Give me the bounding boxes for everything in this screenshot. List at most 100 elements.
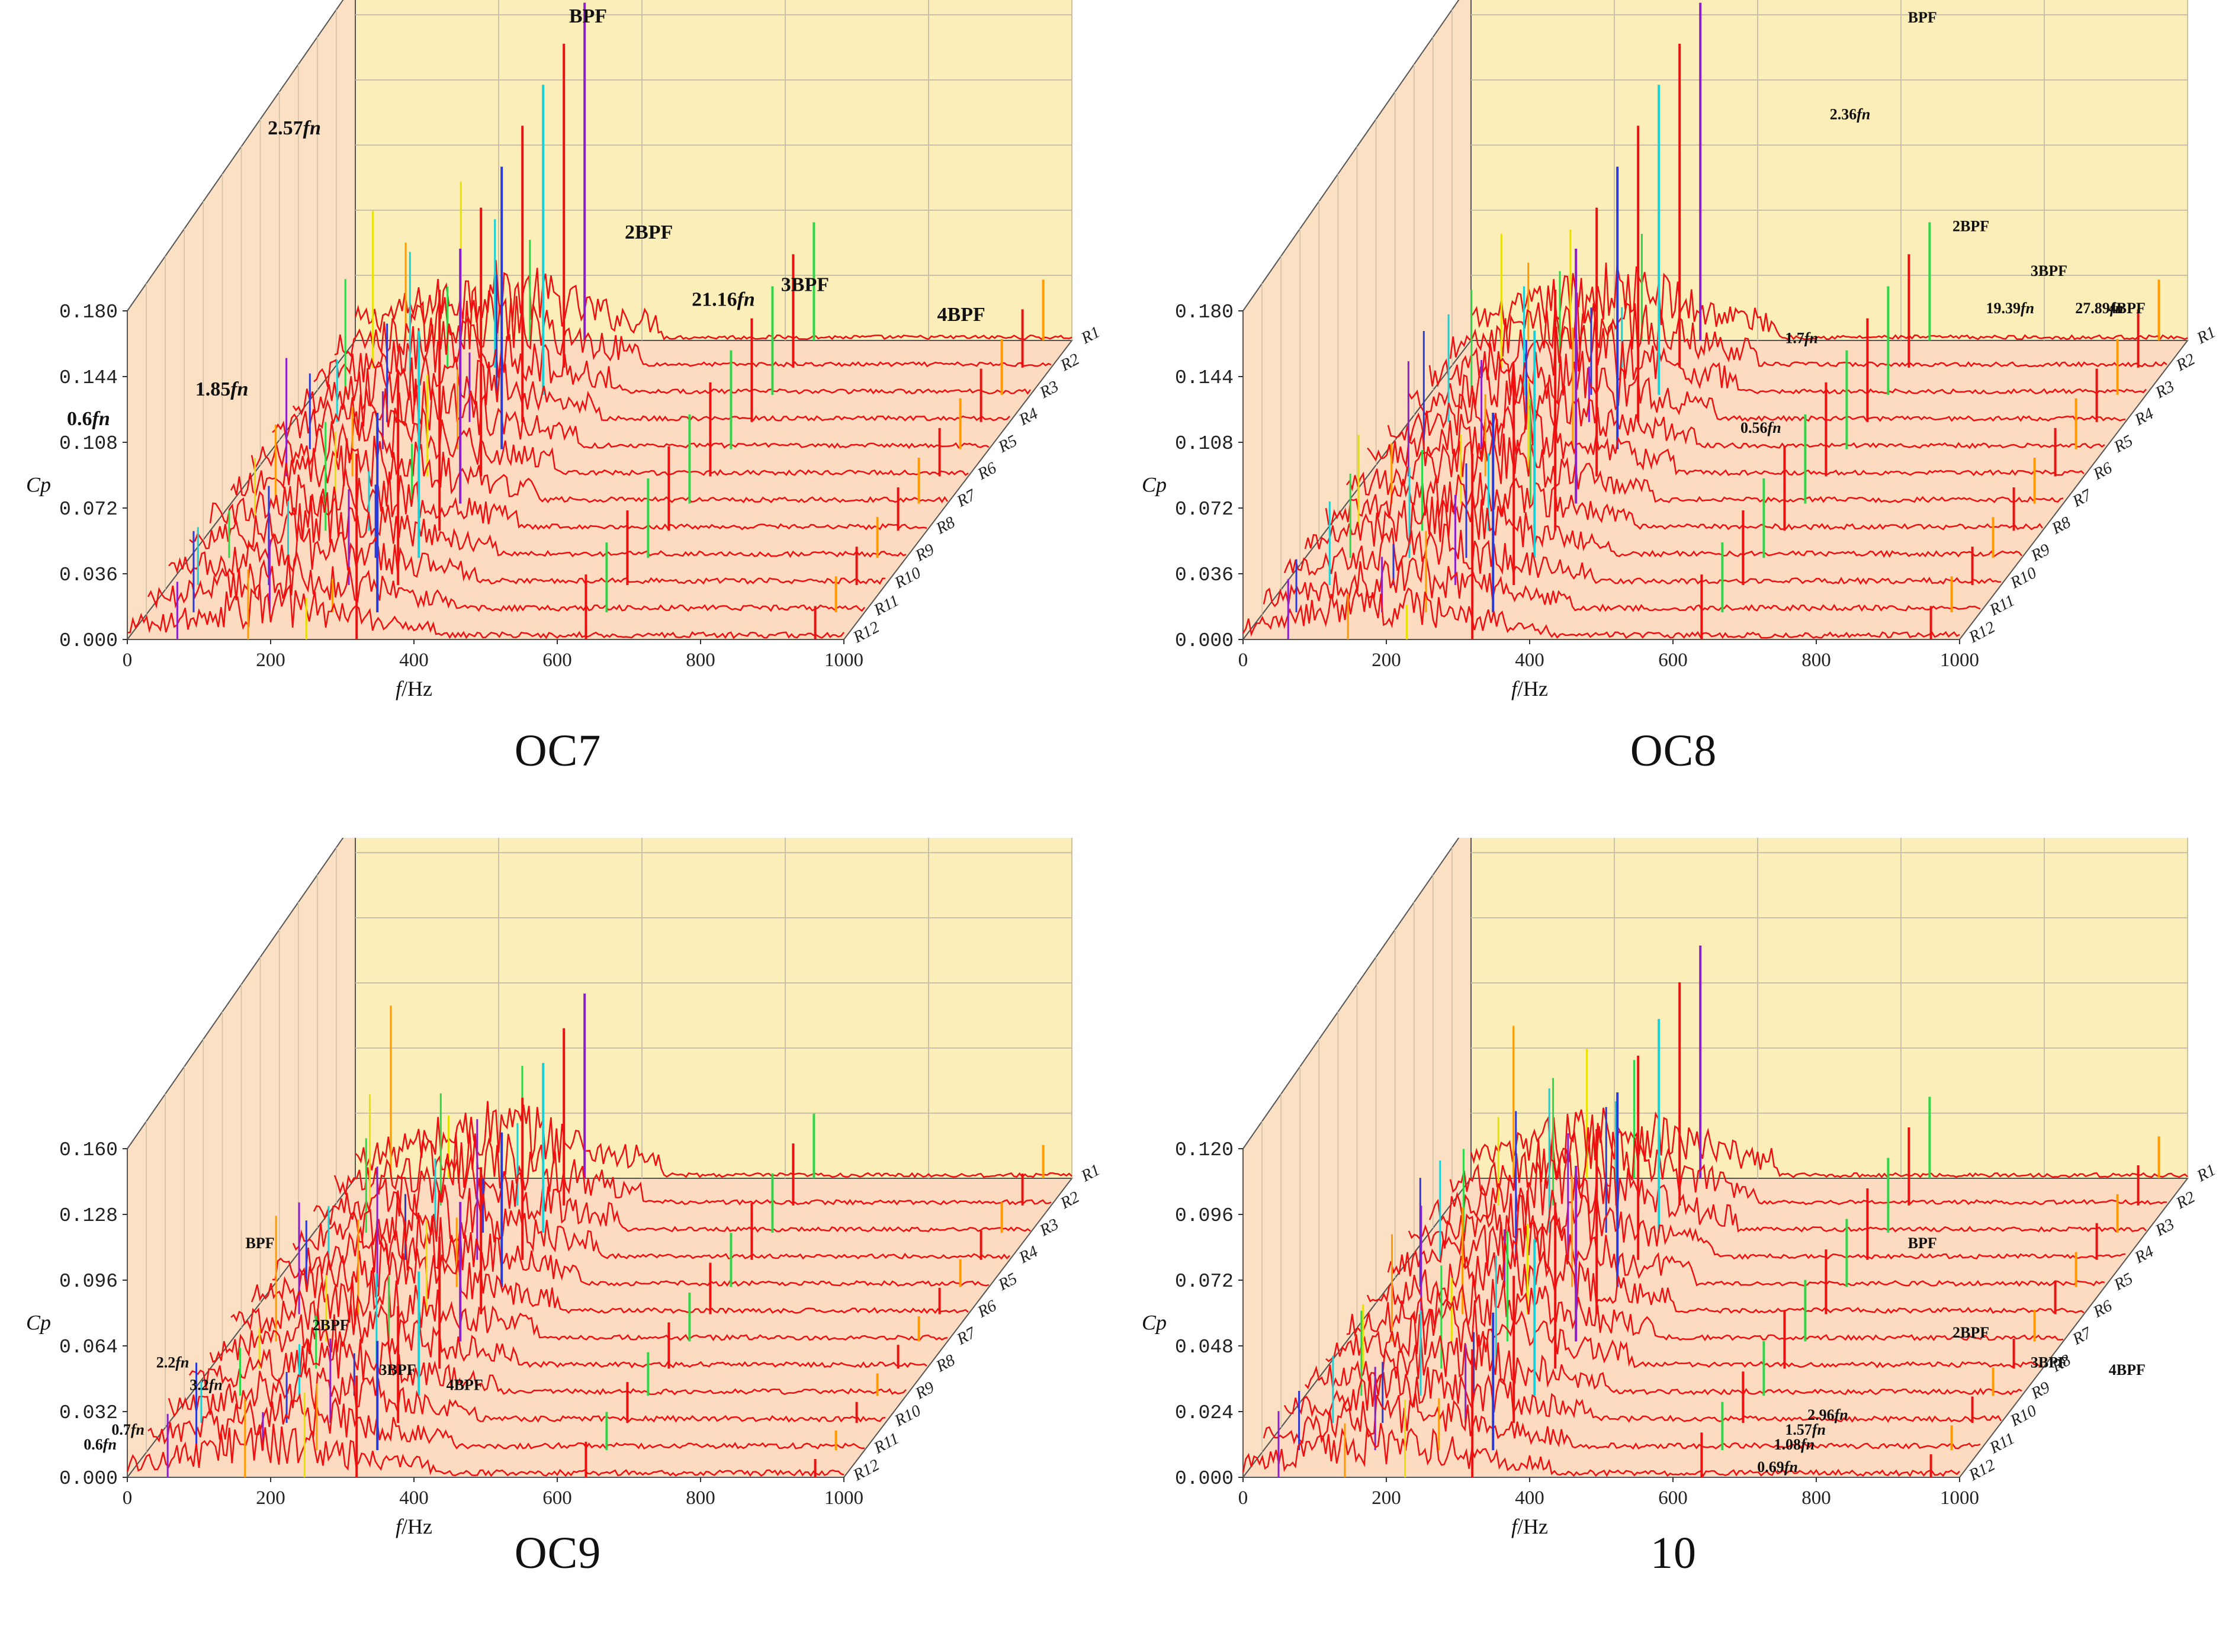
y-tick-label: 0.024 <box>1175 1402 1234 1424</box>
annotation-label: 4BPF <box>2109 300 2146 317</box>
x-tick-label: 400 <box>399 650 429 671</box>
row-spectrum-R12 <box>1242 1423 1960 1477</box>
row-spectrum-R2 <box>1449 293 2167 368</box>
row-label-R1: R1 <box>2194 323 2219 348</box>
row-spectrum-R5 <box>1387 1214 2105 1287</box>
y-tick-label: 0.144 <box>1175 367 1234 389</box>
x-tick-label: 800 <box>686 1487 715 1509</box>
caption-oc8: OC8 <box>1630 726 1717 776</box>
y-tick-label: 0.128 <box>59 1205 118 1227</box>
annotation-label: 2.36fn <box>1830 106 1871 123</box>
waterfall-svg-oc9: 0.000 0.032 0.064 0.096 0.128 0.160 0 200 400 600… <box>26 838 1103 1538</box>
row-spectrum-R9 <box>1305 1335 2022 1396</box>
y-tick-label: 0.036 <box>1175 564 1234 586</box>
row-spectrum-R10 <box>168 1362 886 1423</box>
row-spectrum-R12 <box>1242 587 1960 639</box>
row-spectrum-R11 <box>147 551 865 612</box>
x-tick-label: 200 <box>1372 1487 1401 1509</box>
row-spectrum-R4 <box>1408 351 2126 422</box>
waterfall-svg-oc7: 0.000 0.036 0.072 0.108 0.144 0.180 0 200 400 600… <box>26 0 1103 700</box>
annotation-label: 21.16fn <box>692 289 755 311</box>
x-axis-title: f/Hz <box>396 1515 432 1538</box>
y-tick-label: 0.000 <box>1175 1468 1234 1490</box>
annotation-label: 2BPF <box>313 1317 349 1334</box>
frame-oc9: 0.000 0.032 0.064 0.096 0.128 0.160 0 200 400 600… <box>26 838 1074 1538</box>
annotation-label: 3.2fn <box>190 1376 223 1393</box>
x-tick-label: 600 <box>1658 650 1688 671</box>
y-tick-label: 0.160 <box>59 1139 118 1161</box>
x-tick-label: 800 <box>1801 650 1831 671</box>
row-spectrum-R6 <box>251 407 969 477</box>
y-tick-label: 0.000 <box>59 1468 118 1490</box>
annotation-label: 2BPF <box>1952 218 1989 235</box>
x-tick-label: 1000 <box>1940 1487 1979 1509</box>
y-tick-label: 0.108 <box>1175 433 1234 455</box>
y-tick-label: 0.064 <box>59 1336 118 1358</box>
row-spectrum-R8 <box>1325 472 2044 531</box>
annotation-label: 4BPF <box>447 1376 483 1393</box>
row-spectrum-R6 <box>1367 405 2085 477</box>
y-tick-label: 0.120 <box>1175 1139 1234 1161</box>
row-spectrum-R2 <box>1449 1126 2167 1206</box>
y-tick-label: 0.032 <box>59 1402 118 1424</box>
waterfall-svg-oc8: 0.000 0.036 0.072 0.108 0.144 0.180 0 200 400 600… <box>1142 0 2219 700</box>
x-axis-title: f/Hz <box>1511 677 1548 700</box>
row-spectrum-R7 <box>230 436 949 503</box>
x-tick-label: 600 <box>542 650 572 671</box>
annotation-label: 1.57fn <box>1785 1421 1826 1438</box>
x-axis-title: f/Hz <box>1511 1515 1548 1538</box>
row-spectrum-R8 <box>209 468 927 531</box>
y-tick-label: 0.072 <box>1175 499 1234 520</box>
row-spectrum-R4 <box>1408 1190 2126 1260</box>
row-spectrum-R3 <box>313 315 1032 395</box>
annotation-label: 2.2fn <box>156 1354 190 1371</box>
row-spectrum-R8 <box>1325 1300 2043 1368</box>
caption-oc9: OC9 <box>514 1528 602 1578</box>
row-spectrum-R12 <box>127 583 844 639</box>
y-tick-label: 0.000 <box>59 630 118 652</box>
caption-oc10: 10 <box>1650 1528 1697 1578</box>
y-tick-label: 0.144 <box>59 367 118 389</box>
annotation-label: 4BPF <box>2109 1361 2146 1378</box>
annotation-label: 0.56fn <box>1740 419 1781 436</box>
row-spectrum-R4 <box>292 1184 1010 1260</box>
x-tick-label: 0 <box>1238 1487 1248 1509</box>
row-spectrum-R10 <box>1283 523 2002 585</box>
chart-panel-oc8: 0.000 0.036 0.072 0.108 0.144 0.180 0 200 400 600… <box>1116 0 2231 814</box>
annotation-label: 3BPF <box>2031 262 2067 279</box>
row-spectrum-R6 <box>1366 1239 2085 1314</box>
annotation-label: 3BPF <box>380 1361 416 1378</box>
annotation-label: 2BPF <box>1952 1324 1989 1341</box>
annotation-label: BPF <box>245 1235 274 1252</box>
row-spectrum-R2 <box>334 285 1052 368</box>
y-tick-label: 0.000 <box>1175 630 1234 652</box>
x-tick-label: 200 <box>256 1487 285 1509</box>
row-spectrum-R5 <box>272 1212 990 1287</box>
annotation-label: 0.6fn <box>84 1436 117 1453</box>
row-spectrum-R11 <box>1263 556 1981 612</box>
annotation-label: 0.69fn <box>1757 1458 1798 1476</box>
y-tick-label: 0.096 <box>1175 1205 1234 1227</box>
back-wall <box>1470 838 2188 1179</box>
y-axis-title: Cp <box>26 473 51 496</box>
y-tick-label: 0.180 <box>1175 301 1234 323</box>
x-tick-label: 800 <box>1801 1487 1831 1509</box>
y-tick-label: 0.036 <box>59 564 118 586</box>
annotation-label: 3BPF <box>2031 1354 2067 1371</box>
back-wall <box>1470 0 2188 341</box>
x-tick-label: 0 <box>123 650 133 671</box>
annotation-label: BPF <box>1908 9 1937 26</box>
x-tick-label: 400 <box>1515 1487 1544 1509</box>
chart-panel-oc7: 0.000 0.036 0.072 0.108 0.144 0.180 0 200 400 600… <box>0 0 1116 814</box>
frame-oc7: 0.000 0.036 0.072 0.108 0.144 0.180 0 200 400 600… <box>26 0 1074 700</box>
y-axis-title: Cp <box>1142 473 1167 496</box>
y-tick-label: 0.096 <box>59 1271 118 1293</box>
x-tick-label: 600 <box>1658 1487 1688 1509</box>
x-tick-label: 400 <box>399 1487 429 1509</box>
y-tick-label: 0.048 <box>1175 1336 1234 1358</box>
annotation-label: 27.89fn <box>2075 300 2124 317</box>
x-tick-label: 1000 <box>1940 650 1979 671</box>
row-spectrum-R4 <box>292 355 1010 422</box>
annotation-label: 1.08fn <box>1774 1436 1815 1453</box>
